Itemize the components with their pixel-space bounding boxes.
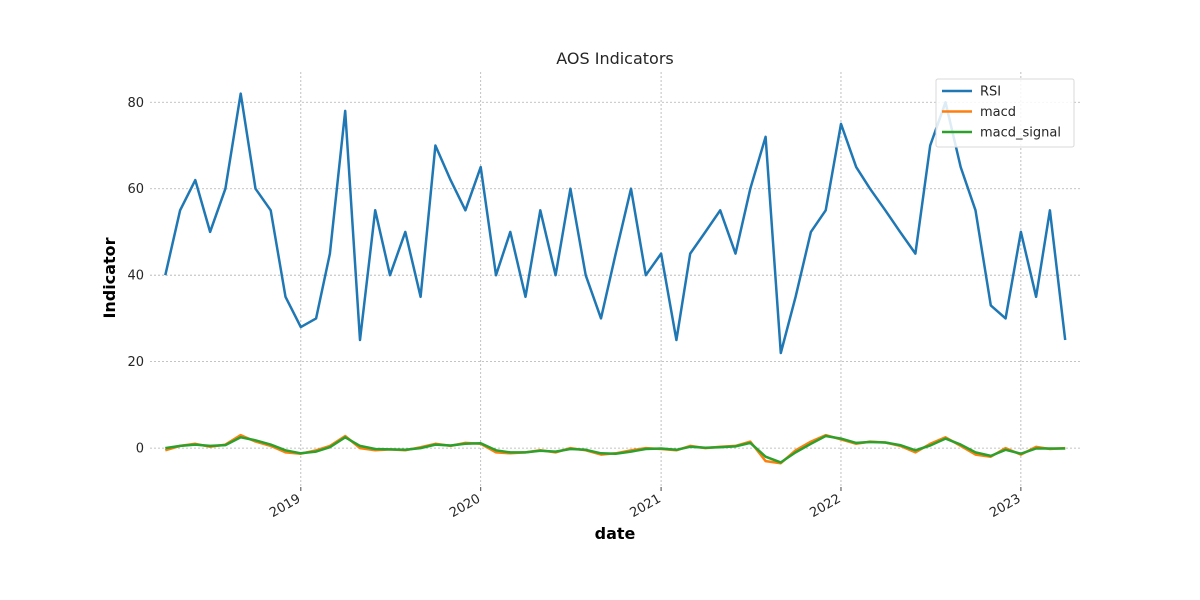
series-line-RSI [164, 92, 1067, 355]
y-tick-label: 80 [127, 96, 144, 111]
series-layer [164, 92, 1067, 465]
x-tick-label: 2019 [267, 491, 303, 521]
ticks: 0 20 40 60 80 2019 2020 2021 2022 2023 [127, 96, 1023, 521]
x-tick-label: 2022 [807, 491, 843, 521]
y-axis-label: Indicator [100, 237, 119, 318]
y-tick-label: 60 [127, 182, 144, 197]
x-tick-label: 2023 [987, 491, 1023, 521]
chart-title: AOS Indicators [556, 49, 674, 68]
x-axis-label: date [595, 524, 636, 543]
legend-label: macd [980, 105, 1016, 120]
legend: RSI macd macd_signal [935, 78, 1075, 148]
y-tick-label: 40 [127, 269, 144, 284]
legend-label: macd_signal [980, 126, 1061, 141]
x-tick-label: 2021 [627, 491, 663, 521]
legend-label: RSI [980, 85, 1001, 100]
series-line-macd [164, 433, 1066, 465]
legend-box [935, 78, 1075, 148]
y-tick-label: 20 [127, 355, 144, 370]
y-tick-label: 0 [136, 442, 144, 457]
x-tick-label: 2020 [447, 491, 483, 521]
series-line-macd-signal [165, 434, 1066, 464]
